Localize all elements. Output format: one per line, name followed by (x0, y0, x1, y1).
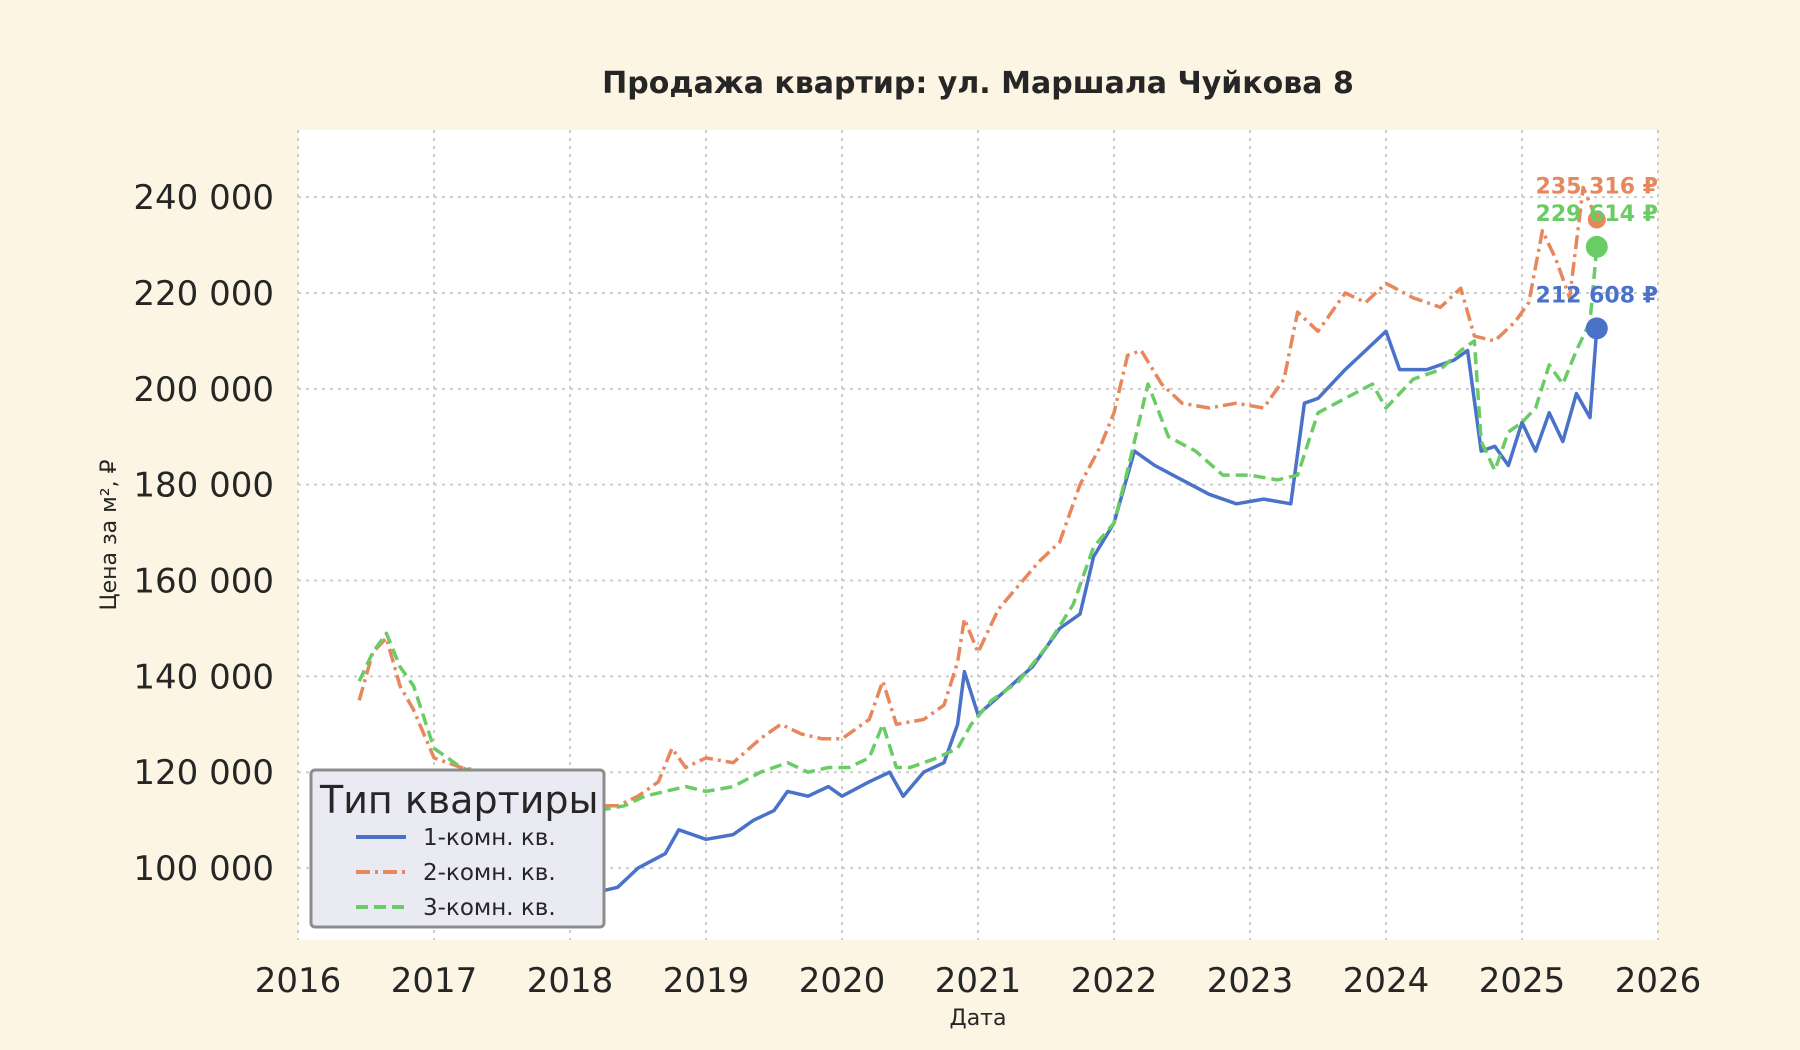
y-axis-label: Цена за м², ₽ (97, 459, 122, 610)
series-end-marker (1587, 210, 1606, 229)
x-tick-label: 2024 (1343, 961, 1430, 1001)
y-tick-labels: 100 000 120 000 140 000 160 000 180 000 200 0… (133, 178, 274, 889)
y-tick-label: 160 000 (133, 562, 274, 602)
x-tick-label: 2017 (391, 961, 478, 1001)
y-tick-label: 100 000 (133, 849, 274, 889)
y-tick-label: 180 000 (133, 466, 274, 506)
x-tick-label: 2022 (1071, 961, 1158, 1001)
x-axis-label: Дата (950, 1006, 1007, 1031)
x-tick-label: 2019 (663, 961, 750, 1001)
series-end-marker (1585, 317, 1608, 340)
x-tick-labels: 2016 2017 2018 2019 2020 2021 2022 2023 2024 2025… (255, 961, 1702, 1001)
legend-item-label: 2-комн. кв. (423, 860, 556, 886)
x-tick-label: 2018 (527, 961, 614, 1001)
x-tick-label: 2021 (935, 961, 1022, 1001)
y-tick-label: 200 000 (133, 370, 274, 410)
y-tick-label: 140 000 (133, 657, 274, 697)
legend: Тип квартиры 1-комн. кв. 2-комн. кв. 3-ком… (309, 768, 606, 929)
series-end-marker (1585, 235, 1608, 258)
x-tick-label: 2025 (1479, 961, 1566, 1001)
series-end-label: 212 608 ₽ (1536, 283, 1658, 308)
legend-box (309, 768, 606, 929)
y-tick-label: 120 000 (133, 753, 274, 793)
grid (297, 130, 1659, 940)
legend-item-label: 1-комн. кв. (423, 825, 556, 851)
legend-title: Тип квартиры (319, 778, 599, 822)
x-tick-label: 2023 (1207, 961, 1294, 1001)
end-markers: 212 608 ₽ 235 316 ₽229 614 ₽ (1536, 175, 1658, 340)
x-tick-label: 2026 (1615, 961, 1702, 1001)
series-end-label: 235 316 ₽ (1536, 175, 1658, 200)
x-tick-label: 2020 (799, 961, 886, 1001)
x-tick-label: 2016 (255, 961, 342, 1001)
legend-item-label: 3-комн. кв. (423, 895, 556, 921)
y-tick-label: 240 000 (133, 178, 274, 218)
series-end-label: 229 614 ₽ (1536, 202, 1658, 227)
y-tick-label: 220 000 (133, 274, 274, 314)
chart-title: Продажа квартир: ул. Маршала Чуйкова 8 (602, 66, 1354, 101)
